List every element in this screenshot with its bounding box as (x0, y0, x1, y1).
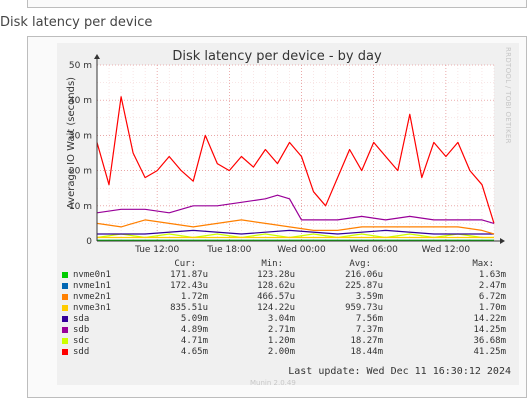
legend-max-value: 2.47m (478, 281, 506, 291)
rrdtool-credit: RRDTOOL / TOBI OETIKER (504, 47, 512, 144)
legend-cur-value: 835.51u (170, 303, 208, 313)
legend-avg-value: 18.44m (350, 347, 383, 357)
legend-device-name: sdb (73, 325, 90, 335)
y-axis-label: Average IO Wait (seconds) (66, 77, 77, 209)
legend-row-sdc: sdc 4.71m 1.20m 18.27m 36.68m (62, 336, 519, 347)
legend-swatch (62, 316, 68, 322)
legend-avg-value: 3.59m (355, 292, 383, 302)
legend-device-name: nvme1n1 (73, 281, 111, 291)
legend-header: Cur: Min: Avg: Max: (57, 259, 519, 270)
legend-max-value: 14.22m (473, 314, 506, 324)
legend-device-name: sdd (73, 347, 90, 357)
legend-cur-value: 172.43u (170, 281, 208, 291)
legend-min-value: 2.00m (267, 347, 295, 357)
legend-swatch (62, 305, 68, 311)
y-tick-label: 20 m (69, 167, 92, 177)
chart-title: Disk latency per device - by day (172, 49, 382, 64)
legend-cur-value: 1.72m (180, 292, 208, 302)
legend-swatch (62, 294, 68, 300)
legend-max-value: 41.25m (473, 347, 506, 357)
legend-avg-value: 216.06u (345, 270, 383, 280)
series-line-sdd (96, 96, 495, 224)
legend-cur-value: 4.65m (180, 347, 208, 357)
legend-row-sdd: sdd 4.65m 2.00m 18.44m 41.25m (62, 347, 519, 358)
legend-max-value: 6.72m (478, 292, 506, 302)
legend-min-value: 128.62u (257, 281, 295, 291)
legend-swatch (62, 327, 68, 333)
legend-header-min: Min: (261, 259, 283, 269)
series-line-nvme2n1 (96, 219, 495, 235)
legend-avg-value: 959.73u (345, 303, 383, 313)
series-line-sda (97, 229, 494, 235)
legend-swatch (62, 349, 68, 355)
legend-header-max: Max: (472, 259, 494, 269)
last-update: Last update: Wed Dec 11 16:30:12 2024 (288, 366, 511, 377)
x-tick-label: Tue 12:00 (134, 245, 179, 255)
legend-min-value: 466.57u (257, 292, 295, 302)
y-tick-label: 40 m (69, 96, 92, 106)
legend-swatch (62, 338, 68, 344)
legend-device-name: sda (73, 314, 90, 324)
y-tick-label: 0 (86, 237, 92, 247)
chart-svg: Disk latency per device - by day Average… (66, 49, 505, 255)
latency-graph: Disk latency per device - by day Average… (57, 43, 519, 387)
legend-device-name: nvme2n1 (73, 292, 111, 302)
legend-avg-value: 225.87u (345, 281, 383, 291)
legend-cur-value: 4.71m (180, 336, 208, 346)
legend-avg-value: 7.56m (355, 314, 383, 324)
legend-cur-value: 171.87u (170, 270, 208, 280)
legend-cur-value: 4.89m (180, 325, 208, 335)
x-tick-label: Tue 18:00 (206, 245, 251, 255)
legend-min-value: 3.04m (267, 314, 295, 324)
previous-graph-frame (27, 0, 527, 8)
legend-min-value: 124.22u (257, 303, 295, 313)
legend-row-nvme0n1: nvme0n1 171.87u 123.28u 216.06u 1.63m (62, 270, 519, 281)
legend-cur-value: 5.09m (180, 314, 208, 324)
y-tick-label: 50 m (69, 61, 92, 71)
section-title: Disk latency per device (0, 15, 153, 30)
legend-max-value: 36.68m (473, 336, 506, 346)
legend-row-nvme1n1: nvme1n1 172.43u 128.62u 225.87u 2.47m (62, 281, 519, 292)
legend-header-avg: Avg: (349, 259, 371, 269)
legend-device-name: nvme0n1 (73, 270, 111, 280)
legend-max-value: 1.63m (478, 270, 506, 280)
legend-row-nvme2n1: nvme2n1 1.72m 466.57u 3.59m 6.72m (62, 292, 519, 303)
legend-min-value: 123.28u (257, 270, 295, 280)
legend-swatch (62, 272, 68, 278)
legend-swatch (62, 283, 68, 289)
y-axis-arrow (94, 54, 100, 59)
legend-row-sda: sda 5.09m 3.04m 7.56m 14.22m (62, 314, 519, 325)
y-tick-label: 30 m (69, 131, 92, 141)
x-tick-label: Wed 12:00 (422, 245, 471, 255)
legend-max-value: 14.25m (473, 325, 506, 335)
legend-device-name: sdc (73, 336, 90, 346)
legend-min-value: 2.71m (267, 325, 295, 335)
legend-max-value: 1.70m (478, 303, 506, 313)
legend-min-value: 1.20m (267, 336, 295, 346)
x-axis-arrow (500, 238, 505, 244)
series-line-sdb (96, 194, 495, 224)
y-tick-label: 10 m (69, 202, 92, 212)
legend-row-nvme3n1: nvme3n1 835.51u 124.22u 959.73u 1.70m (62, 303, 519, 314)
legend-avg-value: 7.37m (355, 325, 383, 335)
munin-version: Munin 2.0.49 (250, 379, 296, 387)
x-tick-label: Wed 00:00 (277, 245, 326, 255)
legend-device-name: nvme3n1 (73, 303, 111, 313)
legend-row-sdb: sdb 4.89m 2.71m 7.37m 14.25m (62, 325, 519, 336)
x-tick-label: Wed 06:00 (349, 245, 398, 255)
legend-avg-value: 18.27m (350, 336, 383, 346)
legend-header-cur: Cur: (174, 259, 196, 269)
